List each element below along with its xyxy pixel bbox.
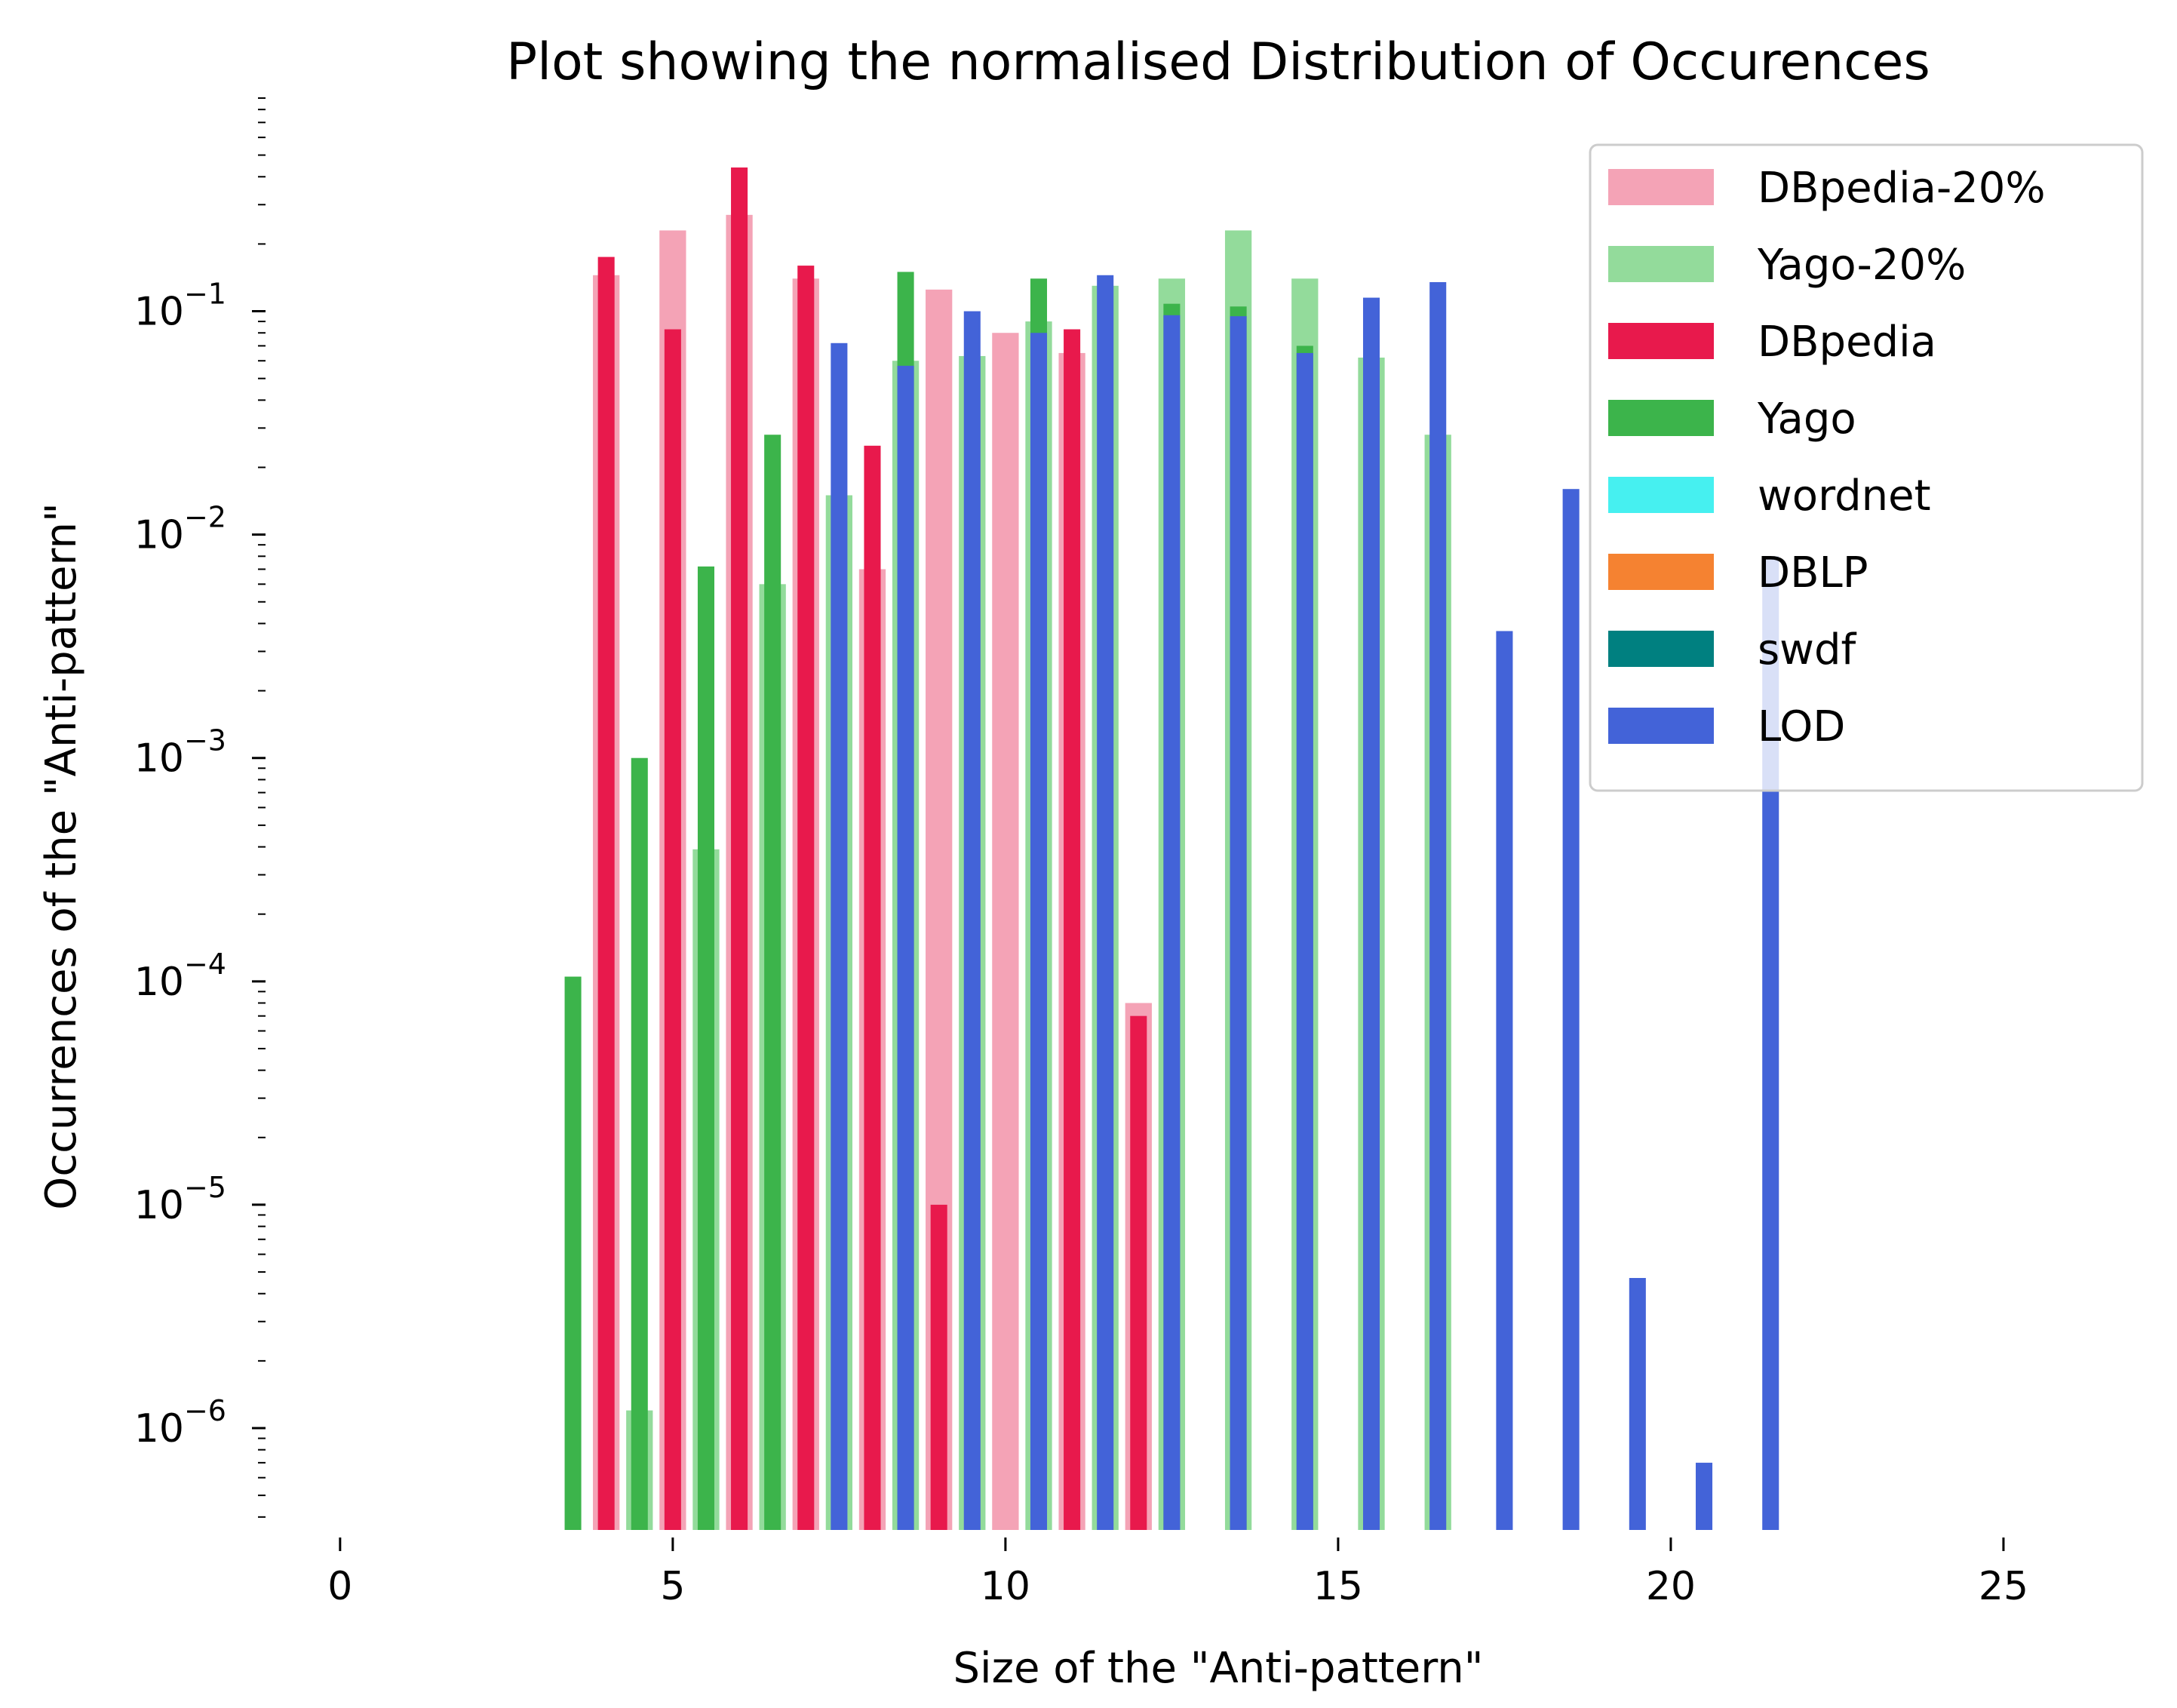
x-axis-label: Size of the "Anti-pattern" (953, 1644, 1483, 1693)
legend-swatch-dblp (1608, 554, 1714, 590)
y-tick-label-3: 10−3 (134, 724, 226, 782)
legend-label-yago-20: Yago-20% (1757, 241, 1966, 290)
bar-yago-2 (697, 566, 714, 1530)
bar-lod-2 (963, 311, 981, 1531)
bar-lod-1 (897, 365, 914, 1531)
bar-lod-5 (1163, 315, 1181, 1530)
bar-yago-0 (564, 976, 582, 1530)
bars-layer (564, 167, 1779, 1531)
x-tick-label-10: 10 (981, 1564, 1030, 1609)
bar-dbpedia-0 (597, 257, 615, 1530)
bar-lod-8 (1362, 297, 1380, 1530)
y-tick-label-4: 10−2 (134, 501, 226, 558)
legend-label-wordnet: wordnet (1758, 472, 1931, 521)
x-tick-label-15: 15 (1313, 1564, 1363, 1609)
legend-label-lod: LOD (1758, 702, 1845, 751)
bar-dbpedia-5 (930, 1204, 947, 1530)
bar-dbpedia-7 (1130, 1015, 1147, 1530)
bar-lod-7 (1296, 352, 1313, 1530)
bar-dbpedia-20-6 (992, 333, 1019, 1530)
legend-label-dblp: DBLP (1758, 548, 1868, 597)
bar-dbpedia-3 (797, 266, 815, 1531)
bar-dbpedia-1 (664, 329, 681, 1531)
chart-title: Plot showing the normalised Distribution… (506, 32, 1930, 92)
x-axis: 0 5 10 15 20 25 (327, 1538, 2028, 1609)
bar-lod-14 (1762, 556, 1779, 1531)
legend-frame (1589, 143, 2144, 792)
legend-swatch-lod (1608, 708, 1714, 744)
y-tick-label-2: 10−4 (134, 948, 226, 1005)
legend-swatch-swdf (1608, 631, 1714, 667)
legend-label-dbpedia: DBpedia (1758, 318, 1936, 367)
legend-swatch-dbpedia-20 (1608, 169, 1714, 205)
bar-yago-3 (764, 435, 781, 1530)
y-tick-label-5: 10−1 (134, 278, 226, 335)
legend-label-dbpedia-20: DBpedia-20% (1758, 164, 2046, 213)
legend-label-yago: Yago (1757, 395, 1856, 444)
bar-lod-4 (1097, 275, 1114, 1530)
legend-swatch-yago (1608, 400, 1714, 436)
bar-lod-13 (1696, 1462, 1713, 1530)
bar-lod-10 (1496, 631, 1513, 1530)
bar-dbpedia-2 (731, 167, 748, 1530)
bar-lod-3 (1030, 333, 1048, 1530)
y-axis-label: Occurrences of the "Anti-pattern" (37, 502, 86, 1209)
legend-swatch-dbpedia (1608, 323, 1714, 359)
x-tick-label-5: 5 (660, 1564, 685, 1609)
x-tick-label-0: 0 (327, 1564, 352, 1609)
y-tick-label-0: 10−6 (134, 1394, 226, 1451)
bar-dbpedia-6 (1064, 329, 1081, 1531)
x-tick-label-20: 20 (1646, 1564, 1696, 1609)
bar-lod-9 (1429, 281, 1447, 1530)
bar-dbpedia-4 (864, 445, 881, 1531)
x-tick-label-25: 25 (1979, 1564, 2028, 1609)
y-tick-label-1: 10−5 (134, 1171, 226, 1228)
legend-swatch-wordnet (1608, 477, 1714, 513)
bar-lod-0 (831, 343, 848, 1531)
bar-yago-1 (631, 757, 648, 1530)
legend: DBpedia-20% Yago-20% DBpedia Yago wordnet DBL… (1589, 143, 2144, 792)
bar-lod-6 (1230, 316, 1247, 1531)
y-axis: 10−6 10−5 10−4 10−3 10−2 10−1 (134, 97, 266, 1518)
bar-lod-11 (1562, 489, 1580, 1530)
legend-swatch-yago-20 (1608, 246, 1714, 282)
legend-label-swdf: swdf (1758, 625, 1857, 674)
bar-lod-12 (1629, 1277, 1646, 1530)
